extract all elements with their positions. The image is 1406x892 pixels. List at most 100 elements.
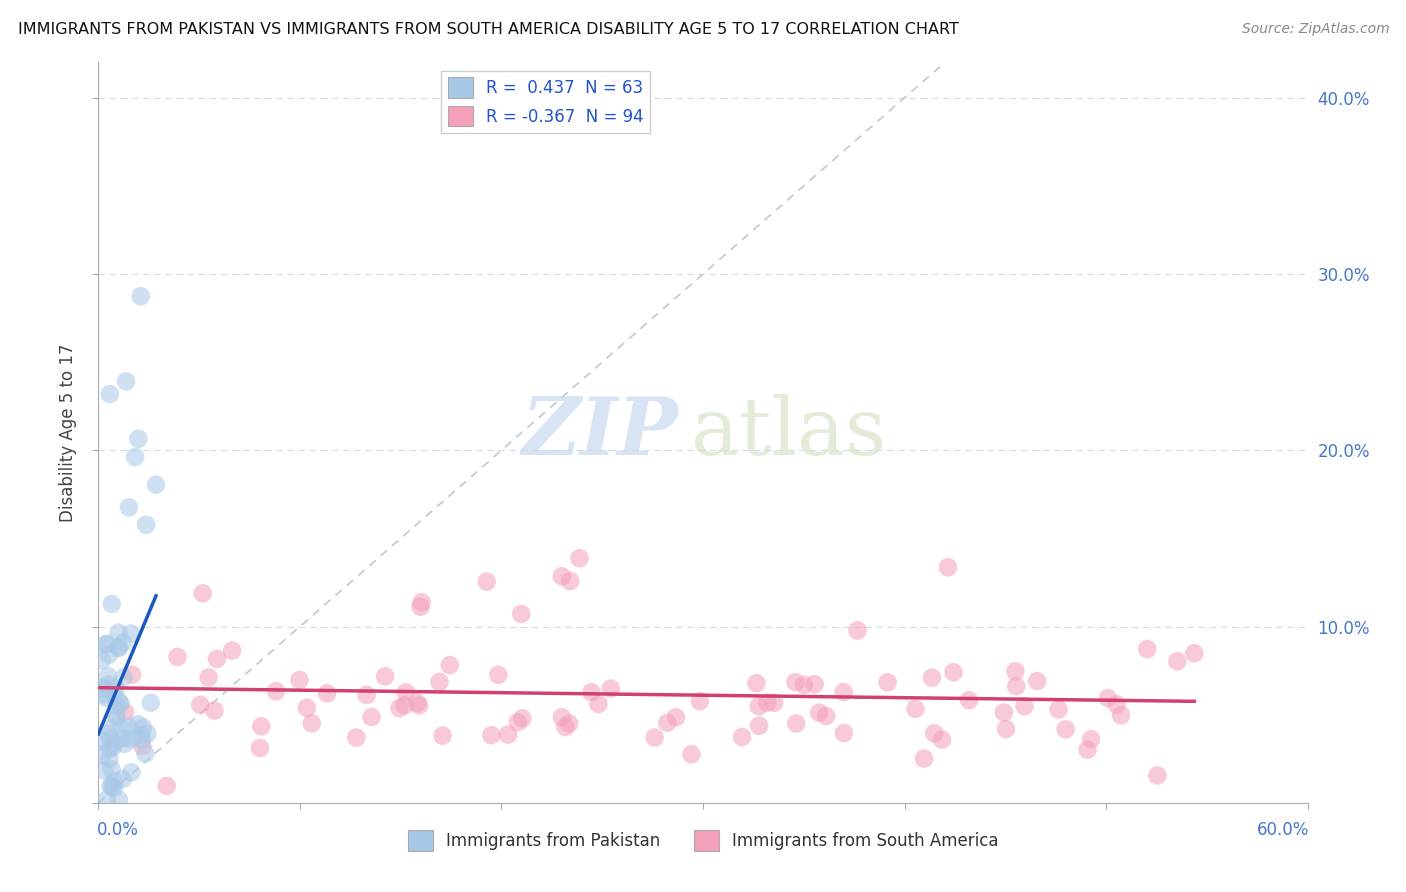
Point xyxy=(374,669,396,683)
Point xyxy=(439,658,461,673)
Point xyxy=(129,289,152,303)
Point xyxy=(1166,654,1188,668)
Point xyxy=(832,726,855,740)
Point xyxy=(105,711,128,725)
Point xyxy=(156,779,179,793)
Text: IMMIGRANTS FROM PAKISTAN VS IMMIGRANTS FROM SOUTH AMERICA DISABILITY AGE 5 TO 17: IMMIGRANTS FROM PAKISTAN VS IMMIGRANTS F… xyxy=(18,22,959,37)
Point xyxy=(644,731,666,745)
Point xyxy=(1026,674,1049,689)
Point xyxy=(554,720,576,734)
Point xyxy=(496,728,519,742)
Point xyxy=(1076,743,1098,757)
Point xyxy=(250,719,273,733)
Point xyxy=(205,652,228,666)
Point xyxy=(957,693,980,707)
Point xyxy=(134,747,156,761)
Point xyxy=(124,450,146,464)
Point xyxy=(108,640,131,655)
Point xyxy=(107,640,129,655)
Point xyxy=(93,764,115,778)
Y-axis label: Disability Age 5 to 17: Disability Age 5 to 17 xyxy=(59,343,77,522)
Point xyxy=(191,586,214,600)
Point xyxy=(581,685,603,699)
Point xyxy=(107,625,129,640)
Point xyxy=(188,698,211,712)
Point xyxy=(756,696,779,710)
Point xyxy=(100,780,122,794)
Text: Source: ZipAtlas.com: Source: ZipAtlas.com xyxy=(1241,22,1389,37)
Point xyxy=(96,637,118,651)
Point xyxy=(1105,698,1128,712)
Point xyxy=(1136,642,1159,657)
Point xyxy=(922,726,945,740)
Legend: Immigrants from Pakistan, Immigrants from South America: Immigrants from Pakistan, Immigrants fro… xyxy=(401,823,1005,857)
Point xyxy=(1014,699,1036,714)
Point xyxy=(409,599,432,614)
Point xyxy=(264,684,287,698)
Point xyxy=(1004,665,1026,679)
Point xyxy=(1182,646,1205,660)
Point xyxy=(131,732,153,747)
Point xyxy=(1080,732,1102,747)
Point xyxy=(96,792,118,806)
Point xyxy=(100,597,122,611)
Text: ZIP: ZIP xyxy=(522,394,679,471)
Point xyxy=(97,677,120,691)
Point xyxy=(221,643,243,657)
Point xyxy=(98,387,121,401)
Point xyxy=(551,710,574,724)
Point xyxy=(360,710,382,724)
Point xyxy=(681,747,703,762)
Point xyxy=(97,648,120,662)
Point xyxy=(197,670,219,684)
Point xyxy=(832,685,855,699)
Point xyxy=(100,779,122,793)
Point xyxy=(132,721,155,735)
Point xyxy=(103,736,125,750)
Point xyxy=(785,716,807,731)
Point xyxy=(793,678,815,692)
Point xyxy=(429,674,451,689)
Point xyxy=(876,675,898,690)
Point xyxy=(97,727,120,741)
Point xyxy=(103,774,125,789)
Point xyxy=(406,696,429,710)
Point xyxy=(98,752,121,766)
Point xyxy=(93,688,115,702)
Point xyxy=(921,671,943,685)
Point xyxy=(931,732,953,747)
Point xyxy=(942,665,965,680)
Text: 60.0%: 60.0% xyxy=(1257,822,1309,839)
Point xyxy=(127,717,149,731)
Point xyxy=(110,697,132,711)
Point xyxy=(131,739,153,753)
Point xyxy=(112,737,135,751)
Point xyxy=(127,432,149,446)
Point xyxy=(588,697,610,711)
Point xyxy=(808,706,831,720)
Point xyxy=(111,772,134,786)
Point xyxy=(249,741,271,756)
Point xyxy=(1047,702,1070,716)
Point xyxy=(1097,691,1119,706)
Point xyxy=(745,676,768,690)
Point xyxy=(301,716,323,731)
Point xyxy=(785,675,807,690)
Point xyxy=(344,731,367,745)
Point xyxy=(689,694,711,708)
Point xyxy=(479,728,502,742)
Point xyxy=(105,698,128,713)
Point xyxy=(551,569,574,583)
Point xyxy=(506,715,529,730)
Point xyxy=(665,710,688,724)
Point xyxy=(560,574,582,588)
Point xyxy=(295,701,318,715)
Point xyxy=(104,690,127,704)
Point xyxy=(748,699,770,714)
Point xyxy=(136,727,159,741)
Point xyxy=(135,517,157,532)
Point xyxy=(117,719,139,733)
Text: 0.0%: 0.0% xyxy=(97,822,138,839)
Point xyxy=(395,685,418,699)
Point xyxy=(316,686,339,700)
